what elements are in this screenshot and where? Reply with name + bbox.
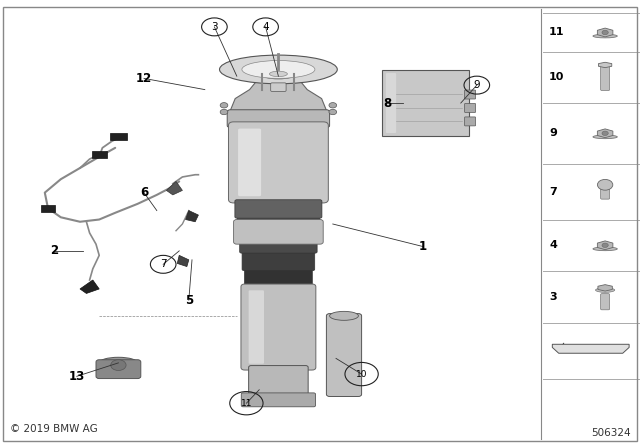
- Polygon shape: [186, 211, 198, 222]
- Polygon shape: [80, 280, 99, 293]
- Circle shape: [598, 179, 613, 190]
- FancyBboxPatch shape: [235, 200, 322, 218]
- FancyBboxPatch shape: [465, 90, 476, 99]
- Text: 13: 13: [68, 370, 85, 383]
- Text: 3: 3: [549, 292, 557, 302]
- FancyBboxPatch shape: [271, 83, 286, 91]
- Circle shape: [111, 360, 126, 370]
- Text: 10: 10: [356, 370, 367, 379]
- FancyBboxPatch shape: [244, 270, 312, 288]
- Ellipse shape: [99, 357, 138, 368]
- FancyBboxPatch shape: [600, 184, 610, 199]
- Ellipse shape: [220, 55, 337, 84]
- FancyBboxPatch shape: [242, 252, 315, 271]
- Text: 9: 9: [549, 128, 557, 138]
- Polygon shape: [166, 181, 182, 195]
- Polygon shape: [552, 344, 629, 353]
- Text: 9: 9: [474, 80, 480, 90]
- Circle shape: [220, 103, 228, 108]
- Circle shape: [602, 243, 608, 247]
- Circle shape: [329, 103, 337, 108]
- FancyBboxPatch shape: [241, 284, 316, 370]
- Ellipse shape: [261, 69, 296, 79]
- FancyBboxPatch shape: [96, 360, 141, 379]
- Polygon shape: [597, 241, 613, 250]
- FancyBboxPatch shape: [465, 117, 476, 126]
- Text: 8: 8: [383, 96, 391, 110]
- FancyBboxPatch shape: [249, 290, 264, 364]
- Text: 12: 12: [136, 72, 152, 85]
- Text: 4: 4: [262, 22, 269, 32]
- Text: 7: 7: [160, 259, 166, 269]
- FancyBboxPatch shape: [249, 366, 308, 405]
- Ellipse shape: [242, 60, 315, 78]
- Text: © 2019 BMW AG: © 2019 BMW AG: [10, 424, 97, 434]
- FancyBboxPatch shape: [465, 103, 476, 112]
- Text: 2: 2: [51, 244, 58, 258]
- Circle shape: [220, 109, 228, 115]
- Text: 11: 11: [241, 399, 252, 408]
- FancyBboxPatch shape: [326, 314, 362, 396]
- FancyBboxPatch shape: [241, 393, 316, 407]
- FancyBboxPatch shape: [234, 220, 323, 244]
- Text: 3: 3: [211, 22, 218, 32]
- Ellipse shape: [593, 34, 617, 38]
- Text: 10: 10: [549, 72, 564, 82]
- Text: 7: 7: [549, 186, 557, 197]
- FancyBboxPatch shape: [386, 73, 396, 133]
- FancyBboxPatch shape: [240, 235, 317, 253]
- Ellipse shape: [269, 71, 287, 77]
- Polygon shape: [229, 74, 328, 114]
- Circle shape: [602, 30, 608, 34]
- Text: 5: 5: [185, 293, 193, 307]
- FancyBboxPatch shape: [41, 205, 55, 211]
- Ellipse shape: [593, 135, 617, 138]
- Text: 6: 6: [140, 186, 148, 199]
- FancyBboxPatch shape: [92, 151, 107, 158]
- FancyBboxPatch shape: [600, 64, 610, 90]
- Polygon shape: [177, 255, 189, 267]
- FancyBboxPatch shape: [600, 293, 610, 310]
- Circle shape: [602, 131, 608, 135]
- Text: 1: 1: [419, 240, 426, 253]
- FancyBboxPatch shape: [382, 70, 469, 136]
- Ellipse shape: [593, 247, 617, 250]
- FancyBboxPatch shape: [110, 133, 127, 141]
- Polygon shape: [597, 129, 613, 138]
- Text: 506324: 506324: [591, 428, 630, 438]
- FancyBboxPatch shape: [238, 129, 261, 196]
- Polygon shape: [597, 28, 613, 37]
- Ellipse shape: [330, 311, 358, 320]
- FancyBboxPatch shape: [227, 110, 330, 128]
- Polygon shape: [598, 62, 612, 68]
- FancyBboxPatch shape: [228, 122, 328, 203]
- FancyBboxPatch shape: [237, 217, 319, 236]
- Ellipse shape: [595, 288, 615, 292]
- Polygon shape: [598, 284, 612, 291]
- Text: 4: 4: [549, 240, 557, 250]
- Text: 11: 11: [549, 27, 564, 38]
- Circle shape: [329, 109, 337, 115]
